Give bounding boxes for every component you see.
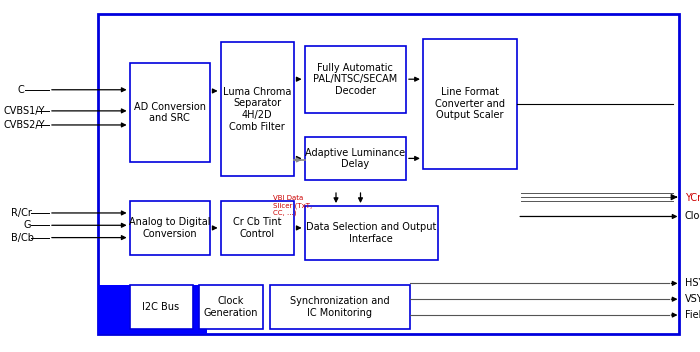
Bar <box>130 201 210 255</box>
Bar <box>304 137 406 180</box>
Text: Field: Field <box>685 310 700 320</box>
Text: Data Selection and Output
Interface: Data Selection and Output Interface <box>306 222 436 244</box>
Text: VBI Data
Slicer (TxT,
CC, ...): VBI Data Slicer (TxT, CC, ...) <box>273 195 312 216</box>
Bar <box>220 42 294 176</box>
Bar <box>423 39 517 169</box>
Bar <box>304 206 438 260</box>
Text: G: G <box>23 220 31 230</box>
Text: CVBS1/Y: CVBS1/Y <box>4 106 45 116</box>
Text: I2C Bus: I2C Bus <box>142 302 180 312</box>
Bar <box>130 285 192 329</box>
Text: AD Conversion
and SRC: AD Conversion and SRC <box>134 102 206 124</box>
Text: Adaptive Luminance
Delay: Adaptive Luminance Delay <box>305 147 405 169</box>
Bar <box>130 63 210 162</box>
Bar <box>270 285 410 329</box>
Text: VSYNC: VSYNC <box>685 294 700 304</box>
Text: CVBS2/Y: CVBS2/Y <box>4 120 45 130</box>
Bar <box>98 14 679 334</box>
Text: Analog to Digital
Conversion: Analog to Digital Conversion <box>129 217 211 239</box>
Text: HSYNC: HSYNC <box>685 278 700 288</box>
Text: Clock: Clock <box>685 212 700 221</box>
Text: YCrCb[7:0]: YCrCb[7:0] <box>685 192 700 202</box>
Text: Synchronization and
IC Monitoring: Synchronization and IC Monitoring <box>290 296 389 318</box>
Text: Clock
Generation: Clock Generation <box>204 296 258 318</box>
Text: B/Cb: B/Cb <box>10 233 34 243</box>
Text: Luma Chroma
Separator
4H/2D
Comb Filter: Luma Chroma Separator 4H/2D Comb Filter <box>223 87 291 132</box>
Text: Fully Automatic
PAL/NTSC/SECAM
Decoder: Fully Automatic PAL/NTSC/SECAM Decoder <box>313 63 398 96</box>
Text: Cr Cb Tint
Control: Cr Cb Tint Control <box>233 217 281 239</box>
Text: Line Format
Converter and
Output Scaler: Line Format Converter and Output Scaler <box>435 87 505 120</box>
Bar <box>220 201 294 255</box>
Bar <box>199 285 262 329</box>
Bar <box>98 285 206 334</box>
Text: R/Cr: R/Cr <box>10 208 32 218</box>
Text: C: C <box>18 85 24 95</box>
Bar <box>304 46 406 113</box>
